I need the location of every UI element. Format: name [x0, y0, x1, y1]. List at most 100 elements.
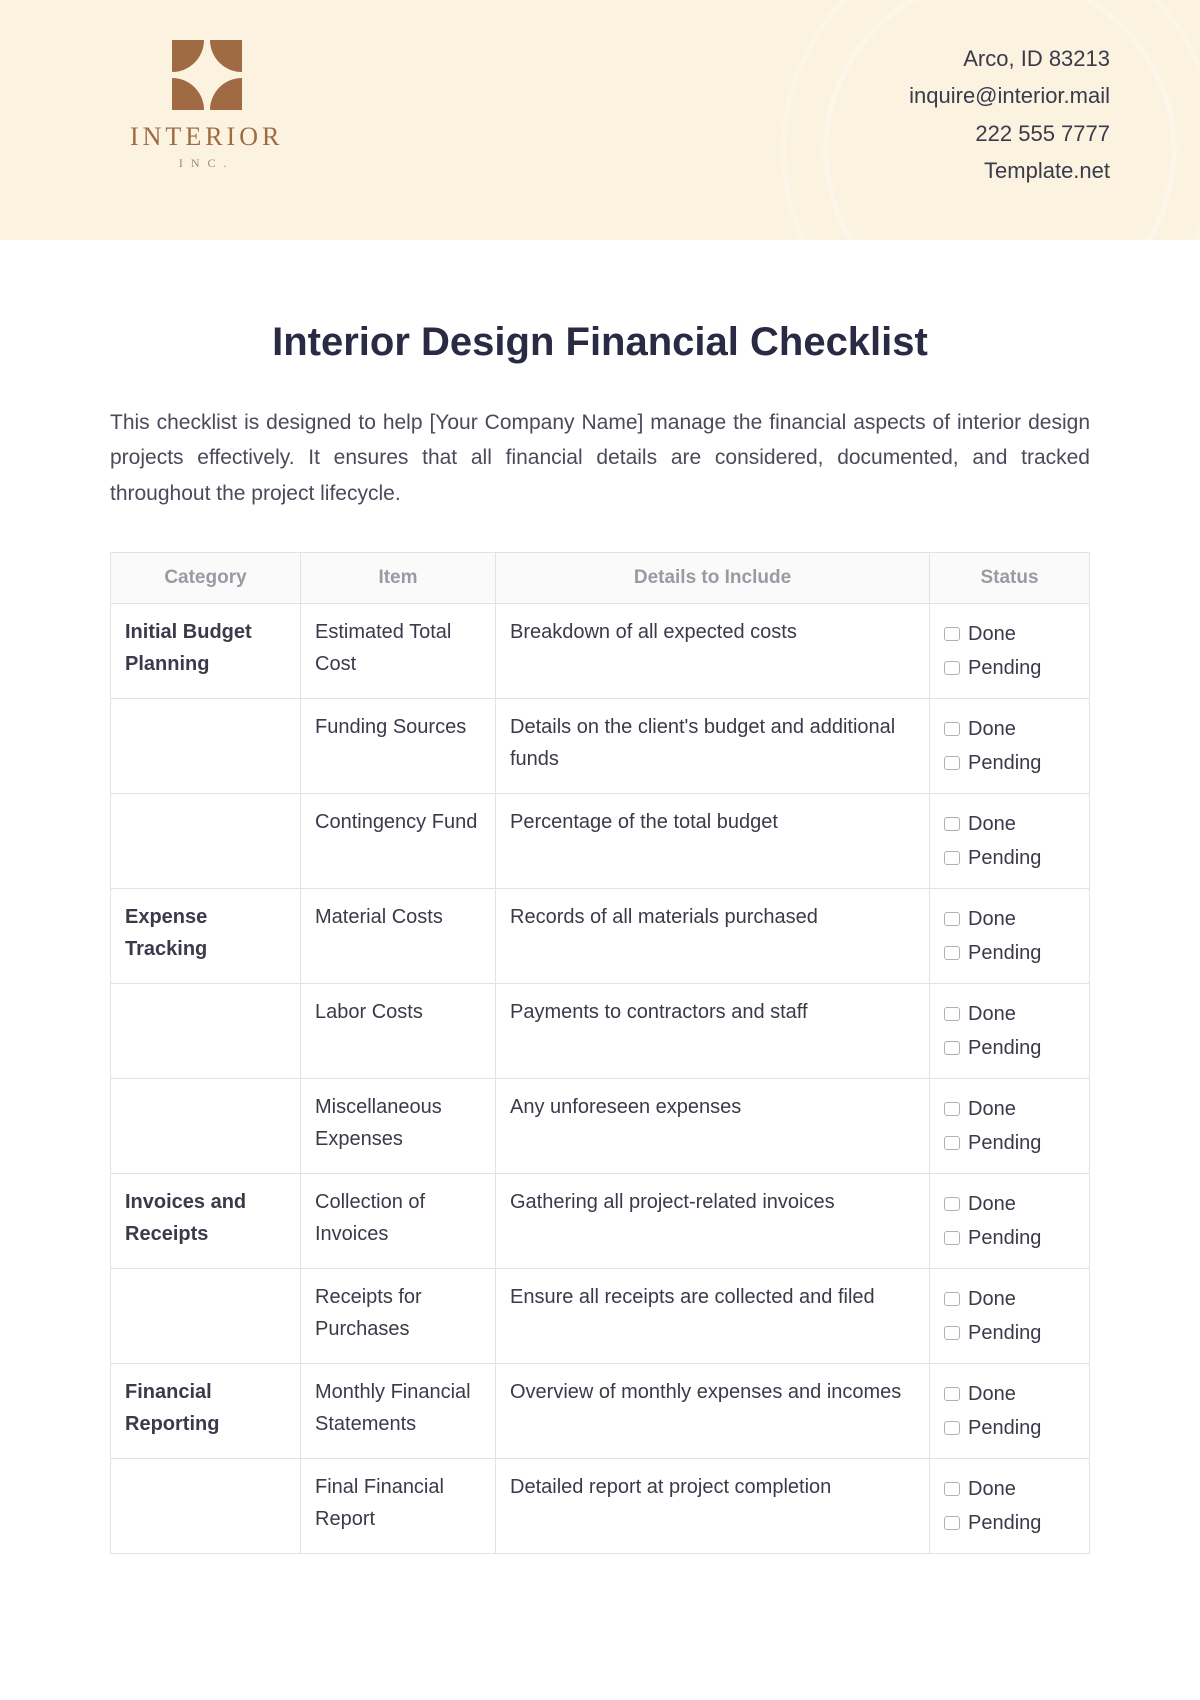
cell-item: Contingency Fund [301, 793, 496, 888]
table-row: Contingency FundPercentage of the total … [111, 793, 1090, 888]
status-label: Pending [968, 937, 1041, 969]
table-row: Labor CostsPayments to contractors and s… [111, 983, 1090, 1078]
status-option[interactable]: Pending [944, 1317, 1075, 1349]
cell-details: Breakdown of all expected costs [496, 603, 930, 698]
table-row: Financial ReportingMonthly Financial Sta… [111, 1363, 1090, 1458]
cell-status: DonePending [930, 888, 1090, 983]
status-label: Pending [968, 842, 1041, 874]
cell-item: Estimated Total Cost [301, 603, 496, 698]
checkbox-icon[interactable] [944, 1292, 960, 1306]
status-option[interactable]: Done [944, 618, 1075, 650]
status-label: Pending [968, 1127, 1041, 1159]
status-label: Pending [968, 1412, 1041, 1444]
cell-category: Expense Tracking [111, 888, 301, 983]
cell-status: DonePending [930, 983, 1090, 1078]
status-option[interactable]: Pending [944, 1127, 1075, 1159]
cell-status: DonePending [930, 793, 1090, 888]
checkbox-icon[interactable] [944, 1136, 960, 1150]
table-header-row: Category Item Details to Include Status [111, 552, 1090, 603]
checkbox-icon[interactable] [944, 722, 960, 736]
table-row: Miscellaneous ExpensesAny unforeseen exp… [111, 1078, 1090, 1173]
checkbox-icon[interactable] [944, 817, 960, 831]
status-label: Done [968, 1188, 1016, 1220]
status-option[interactable]: Pending [944, 1032, 1075, 1064]
status-label: Pending [968, 1032, 1041, 1064]
status-option[interactable]: Done [944, 1473, 1075, 1505]
checkbox-icon[interactable] [944, 1007, 960, 1021]
cell-category [111, 793, 301, 888]
checkbox-icon[interactable] [944, 756, 960, 770]
status-option[interactable]: Pending [944, 937, 1075, 969]
status-option[interactable]: Pending [944, 652, 1075, 684]
table-row: Final Financial ReportDetailed report at… [111, 1458, 1090, 1553]
cell-item: Monthly Financial Statements [301, 1363, 496, 1458]
page-title: Interior Design Financial Checklist [110, 320, 1090, 365]
status-label: Done [968, 1473, 1016, 1505]
cell-details: Payments to contractors and staff [496, 983, 930, 1078]
status-label: Done [968, 808, 1016, 840]
contact-website: Template.net [909, 152, 1110, 189]
cell-category [111, 698, 301, 793]
status-label: Done [968, 1093, 1016, 1125]
status-label: Done [968, 1283, 1016, 1315]
cell-item: Material Costs [301, 888, 496, 983]
status-option[interactable]: Done [944, 1378, 1075, 1410]
checkbox-icon[interactable] [944, 627, 960, 641]
status-option[interactable]: Pending [944, 747, 1075, 779]
table-row: Invoices and ReceiptsCollection of Invoi… [111, 1173, 1090, 1268]
checkbox-icon[interactable] [944, 912, 960, 926]
status-option[interactable]: Pending [944, 1222, 1075, 1254]
checkbox-icon[interactable] [944, 1102, 960, 1116]
contact-block: Arco, ID 83213 inquire@interior.mail 222… [909, 40, 1110, 190]
status-label: Done [968, 1378, 1016, 1410]
checkbox-icon[interactable] [944, 851, 960, 865]
status-option[interactable]: Pending [944, 1507, 1075, 1539]
cell-item: Receipts for Purchases [301, 1268, 496, 1363]
status-option[interactable]: Done [944, 1093, 1075, 1125]
cell-category: Initial Budget Planning [111, 603, 301, 698]
checkbox-icon[interactable] [944, 1421, 960, 1435]
cell-details: Ensure all receipts are collected and fi… [496, 1268, 930, 1363]
checkbox-icon[interactable] [944, 946, 960, 960]
intro-paragraph: This checklist is designed to help [Your… [110, 405, 1090, 512]
col-details: Details to Include [496, 552, 930, 603]
checkbox-icon[interactable] [944, 1482, 960, 1496]
status-option[interactable]: Done [944, 903, 1075, 935]
cell-status: DonePending [930, 1363, 1090, 1458]
cell-item: Miscellaneous Expenses [301, 1078, 496, 1173]
checkbox-icon[interactable] [944, 1231, 960, 1245]
checkbox-icon[interactable] [944, 1516, 960, 1530]
cell-status: DonePending [930, 1173, 1090, 1268]
cell-details: Percentage of the total budget [496, 793, 930, 888]
checkbox-icon[interactable] [944, 661, 960, 675]
status-option[interactable]: Done [944, 808, 1075, 840]
status-option[interactable]: Done [944, 998, 1075, 1030]
checkbox-icon[interactable] [944, 1041, 960, 1055]
col-item: Item [301, 552, 496, 603]
letterhead: INTERIOR INC. Arco, ID 83213 inquire@int… [0, 0, 1200, 240]
cell-details: Overview of monthly expenses and incomes [496, 1363, 930, 1458]
logo-mark-icon [172, 40, 242, 110]
cell-status: DonePending [930, 603, 1090, 698]
status-option[interactable]: Pending [944, 1412, 1075, 1444]
contact-phone: 222 555 7777 [909, 115, 1110, 152]
cell-item: Funding Sources [301, 698, 496, 793]
contact-address: Arco, ID 83213 [909, 40, 1110, 77]
cell-details: Any unforeseen expenses [496, 1078, 930, 1173]
cell-item: Collection of Invoices [301, 1173, 496, 1268]
status-label: Pending [968, 1222, 1041, 1254]
checkbox-icon[interactable] [944, 1387, 960, 1401]
checkbox-icon[interactable] [944, 1197, 960, 1211]
status-label: Pending [968, 652, 1041, 684]
cell-details: Details on the client's budget and addit… [496, 698, 930, 793]
status-option[interactable]: Pending [944, 842, 1075, 874]
status-option[interactable]: Done [944, 1188, 1075, 1220]
status-label: Done [968, 998, 1016, 1030]
status-label: Done [968, 713, 1016, 745]
checkbox-icon[interactable] [944, 1326, 960, 1340]
status-option[interactable]: Done [944, 713, 1075, 745]
status-option[interactable]: Done [944, 1283, 1075, 1315]
status-label: Pending [968, 1507, 1041, 1539]
cell-category: Financial Reporting [111, 1363, 301, 1458]
cell-status: DonePending [930, 1078, 1090, 1173]
